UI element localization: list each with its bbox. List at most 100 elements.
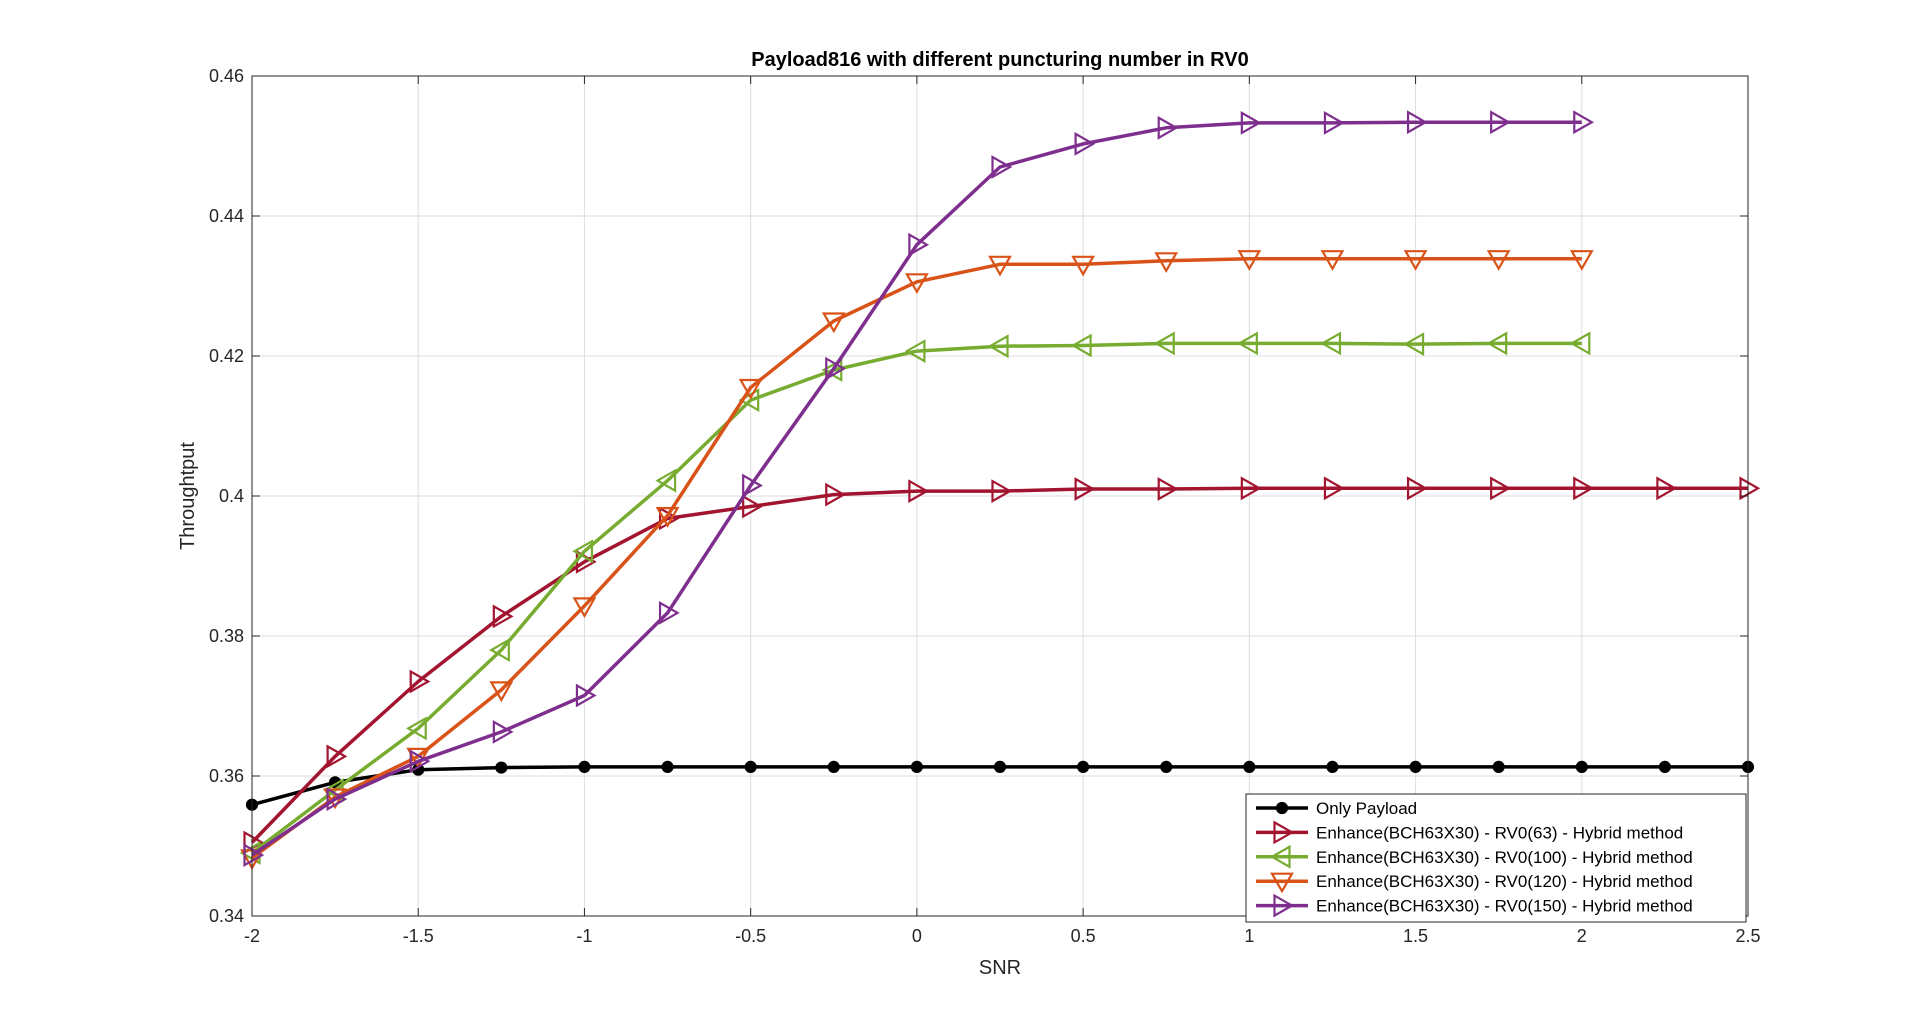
data-point — [1240, 111, 1262, 135]
data-point — [1658, 760, 1671, 774]
data-point — [987, 334, 1009, 359]
data-point — [1074, 132, 1096, 156]
data-point — [655, 468, 677, 493]
x-tick-label: 0.5 — [1071, 926, 1096, 946]
data-point — [908, 232, 930, 257]
data-point — [1240, 476, 1262, 501]
legend-item: Only Payload — [1256, 799, 1417, 818]
legend-marker — [1270, 872, 1294, 894]
legend-marker — [1269, 844, 1291, 869]
data-point — [1077, 760, 1090, 774]
data-point — [1323, 111, 1345, 135]
data-point — [1490, 476, 1511, 501]
data-point — [1243, 760, 1256, 774]
data-point — [492, 604, 514, 629]
data-point — [988, 255, 1012, 277]
data-point — [489, 681, 514, 703]
data-point — [825, 356, 846, 381]
data-point — [495, 761, 508, 774]
y-axis-label: Throughtput — [177, 442, 199, 550]
data-point — [738, 378, 763, 400]
series-line — [250, 486, 1748, 844]
series-line — [250, 341, 1582, 855]
data-point — [1486, 250, 1511, 271]
data-point — [1237, 331, 1258, 356]
data-point — [742, 473, 763, 498]
data-point — [1070, 333, 1092, 358]
series-layer — [239, 110, 1761, 871]
data-point — [910, 760, 923, 774]
data-point — [655, 507, 680, 528]
data-point — [243, 843, 265, 867]
data-point — [326, 787, 348, 811]
legend-item: Enhance(BCH63X30) - RV0(120) - Hybrid me… — [1256, 872, 1693, 894]
x-tick-label: 2.5 — [1735, 926, 1760, 946]
data-point — [1154, 331, 1175, 356]
data-point — [326, 744, 348, 769]
data-point — [1403, 332, 1425, 356]
data-point — [1569, 250, 1594, 271]
series-0 — [245, 760, 1755, 811]
data-point — [1403, 250, 1428, 271]
legend-label: Enhance(BCH63X30) - RV0(100) - Hybrid me… — [1316, 848, 1693, 867]
data-point — [492, 720, 514, 744]
data-point — [409, 669, 431, 694]
legend-marker — [1275, 801, 1289, 815]
data-point — [1160, 760, 1173, 774]
data-point — [1490, 110, 1511, 135]
series-line — [251, 120, 1582, 857]
x-tick-label: 2 — [1577, 926, 1587, 946]
legend-box — [1245, 793, 1747, 923]
data-point — [572, 597, 597, 619]
data-point — [1154, 252, 1179, 274]
data-point — [1237, 250, 1262, 271]
data-point — [1157, 477, 1179, 501]
data-point — [993, 760, 1007, 774]
data-point — [1492, 760, 1505, 774]
data-point — [1573, 476, 1594, 501]
y-tick-label: 0.46 — [209, 66, 244, 86]
data-point — [1656, 476, 1678, 501]
data-point — [572, 539, 594, 564]
y-tick-label: 0.44 — [209, 206, 244, 226]
legend-marker — [1273, 893, 1295, 918]
x-tick-label: 0 — [912, 926, 922, 946]
data-point — [991, 155, 1013, 179]
x-tick-label: 1.5 — [1403, 926, 1428, 946]
x-tick-label: -0.5 — [735, 926, 766, 946]
data-point — [1406, 110, 1428, 135]
y-tick-label: 0.4 — [219, 486, 244, 506]
data-point — [1157, 115, 1179, 140]
data-point — [904, 273, 929, 295]
chart-title: Payload816 with different puncturing num… — [751, 49, 1248, 71]
series-line — [250, 256, 1582, 860]
x-tick-label: -1 — [576, 926, 592, 946]
data-point — [1320, 331, 1342, 356]
data-point — [578, 760, 591, 774]
legend-marker — [1273, 820, 1295, 845]
data-point — [489, 638, 510, 662]
x-axis-label: SNR — [979, 957, 1021, 979]
data-point — [1486, 331, 1508, 356]
data-point — [991, 479, 1013, 503]
legend-item: Enhance(BCH63X30) - RV0(100) - Hybrid me… — [1256, 844, 1693, 869]
data-point — [1573, 110, 1594, 135]
data-point — [1409, 760, 1422, 774]
legend-item: Enhance(BCH63X30) - RV0(150) - Hybrid me… — [1256, 893, 1693, 918]
series-4 — [243, 110, 1594, 867]
data-point — [827, 760, 840, 774]
data-point — [1323, 476, 1345, 501]
data-point — [1074, 477, 1096, 501]
x-tick-label: 1 — [1244, 926, 1254, 946]
data-point — [744, 760, 757, 774]
legend-label: Enhance(BCH63X30) - RV0(150) - Hybrid me… — [1316, 897, 1693, 916]
data-point — [825, 482, 846, 507]
data-point — [1575, 760, 1588, 774]
x-tick-label: -2 — [244, 926, 260, 946]
data-point — [908, 479, 930, 503]
data-point — [742, 494, 763, 519]
data-point — [658, 601, 680, 625]
y-tick-label: 0.38 — [209, 626, 244, 646]
series-3 — [240, 250, 1594, 871]
